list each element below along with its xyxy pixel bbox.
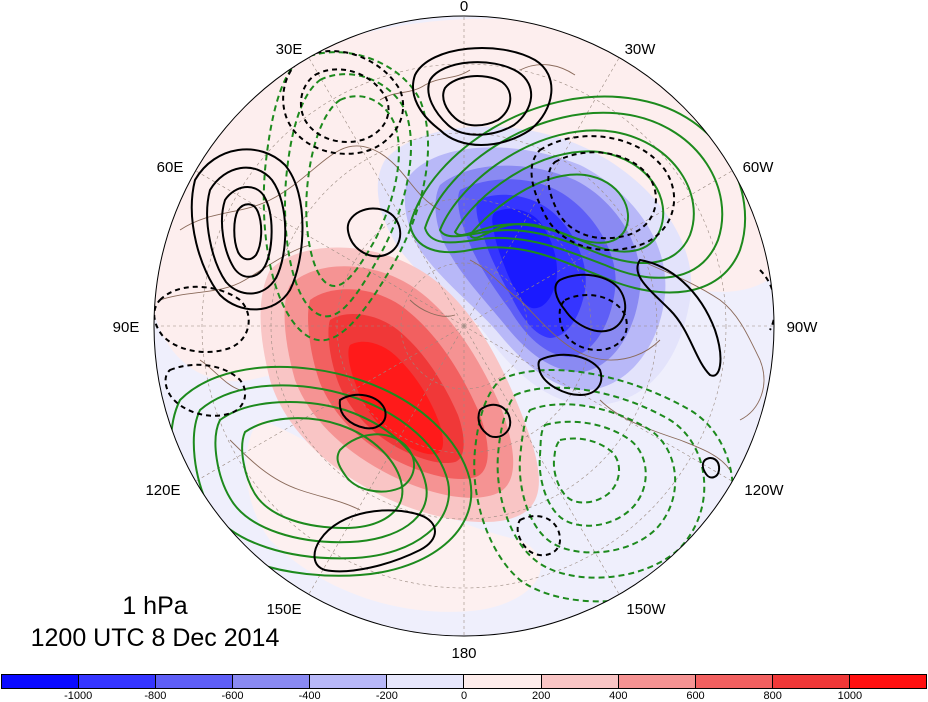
longitude-labels: 0 30W 60W 90W 120W 150W 180 150E 120E 90…	[113, 0, 819, 662]
lon-label-60w: 60W	[743, 159, 775, 176]
colorbar-segment	[541, 675, 619, 688]
colorbar-segment	[464, 675, 542, 688]
colorbar-tick-label: 600	[686, 690, 705, 702]
colorbar-tick-label: -800	[144, 690, 167, 702]
graticule	[154, 16, 774, 636]
colorbar-tick-label: -1000	[64, 690, 93, 702]
colorbar-tick-label: 400	[609, 690, 628, 702]
colorbar	[1, 674, 927, 689]
map-disk-outline	[153, 15, 775, 637]
lon-label-30e: 30E	[276, 41, 303, 58]
colorbar-segment	[695, 675, 773, 688]
lon-label-60e: 60E	[157, 159, 184, 176]
lon-label-150e: 150E	[266, 601, 301, 618]
colorbar-segment	[310, 675, 388, 688]
lon-label-0: 0	[460, 0, 468, 15]
lon-label-90w: 90W	[787, 319, 819, 336]
pressure-level-label: 1 hPa	[122, 592, 188, 620]
colorbar-tick-label: -600	[221, 690, 244, 702]
lon-label-120w: 120W	[744, 482, 784, 499]
colorbar-segment	[156, 675, 234, 688]
lon-label-180: 180	[451, 645, 476, 662]
colorbar-tick-label: 0	[460, 690, 468, 702]
black-dashed-contours	[154, 50, 774, 557]
lon-label-150w: 150W	[626, 601, 666, 618]
colorbar-segment	[387, 675, 465, 688]
valid-time-label: 1200 UTC 8 Dec 2014	[30, 624, 280, 652]
colorbar-tick-labels: -1000 -800 -600 -400 -200 0 200 400 600 800 1000	[0, 690, 928, 702]
lon-label-90e: 90E	[113, 319, 140, 336]
colorbar-tick-label: -400	[298, 690, 321, 702]
colorbar-tick-label: 1000	[837, 690, 863, 702]
colorbar-tick-label: -200	[375, 690, 398, 702]
colorbar-segment	[772, 675, 850, 688]
colorbar-segment	[233, 675, 311, 688]
colorbar-segment	[618, 675, 696, 688]
colorbar-segment	[849, 675, 926, 688]
colorbar-segment	[2, 675, 80, 688]
lon-label-120e: 120E	[145, 482, 180, 499]
colorbar-tick-label: 200	[531, 690, 551, 702]
colorbar-tick-label: 800	[763, 690, 782, 702]
colorbar-segment	[79, 675, 157, 688]
shading-positive-weak-south	[246, 420, 541, 612]
lon-label-30w: 30W	[625, 41, 657, 58]
black-solid-contours	[190, 47, 722, 573]
